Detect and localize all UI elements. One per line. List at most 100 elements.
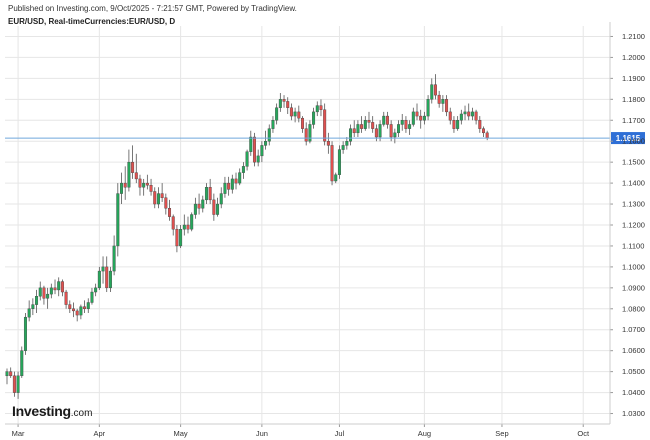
candle-up: [470, 111, 474, 117]
y-tick-label: 1.2100: [622, 32, 645, 41]
candle-down: [149, 184, 153, 192]
candle-down: [197, 203, 201, 209]
y-tick-label: 1.1800: [622, 95, 645, 104]
candle-down: [360, 124, 364, 129]
candle-down: [60, 281, 64, 293]
candle-up: [23, 316, 27, 351]
candle-down: [478, 120, 482, 129]
candle-down: [367, 120, 371, 123]
published-note: Published on Investing.com, 9/Oct/2025 -…: [8, 4, 297, 13]
candle-down: [153, 191, 157, 205]
y-tick-label: 1.1000: [622, 262, 645, 271]
symbol-title: EUR/USD, Real-timeCurrencies:EUR/USD, D: [8, 17, 176, 26]
candle-up: [230, 178, 234, 190]
candle-up: [241, 166, 245, 173]
candle-down: [53, 287, 57, 291]
candle-down: [171, 216, 175, 230]
candle-down: [134, 172, 138, 180]
candle-up: [216, 203, 220, 215]
candle-down: [9, 371, 13, 377]
candle-up: [57, 281, 61, 291]
candle-up: [459, 113, 463, 121]
candles: [5, 74, 489, 399]
candle-up: [219, 193, 223, 205]
x-tick-label: Aug: [418, 429, 431, 438]
candle-down: [12, 375, 16, 393]
candle-up: [249, 136, 253, 152]
candle-up: [245, 151, 249, 167]
candle-down: [326, 141, 330, 146]
candle-up: [238, 172, 242, 184]
candle-up: [400, 120, 404, 125]
candle-down: [467, 111, 471, 117]
logo-main-text: Investing: [12, 403, 71, 419]
candle-down: [175, 228, 179, 247]
candle-up: [271, 120, 275, 129]
candle-down: [482, 128, 485, 134]
candle-up: [382, 115, 386, 125]
candle-up: [35, 296, 39, 305]
y-tick-label: 1.1900: [622, 74, 645, 83]
y-tick-label: 1.1700: [622, 116, 645, 125]
candle-down: [164, 197, 168, 209]
candle-down: [42, 287, 46, 299]
candle-down: [385, 115, 389, 125]
candle-up: [127, 161, 131, 188]
current-price-label: 1.1615: [616, 134, 641, 143]
candle-down: [68, 304, 72, 309]
candle-up: [308, 124, 312, 142]
candle-up: [334, 174, 338, 182]
candle-down: [319, 105, 323, 110]
x-axis: Mar Apr May Jun Jul Aug Sep Oct: [5, 423, 610, 438]
y-tick-label: 1.1500: [622, 158, 645, 167]
candle-down: [252, 136, 256, 163]
candle-up: [97, 270, 101, 289]
candle-up: [101, 266, 105, 272]
candle-down: [404, 120, 408, 129]
candle-up: [46, 293, 50, 299]
candle-up: [349, 128, 353, 142]
candle-up: [156, 193, 160, 205]
candle-up: [426, 99, 430, 117]
x-tick-label: Jun: [256, 429, 268, 438]
candle-up: [275, 107, 279, 121]
candle-up: [463, 111, 467, 115]
candle-down: [485, 132, 489, 139]
candle-down: [208, 187, 212, 201]
candle-down: [452, 120, 456, 129]
investing-logo: Investing.com: [12, 403, 92, 421]
candle-down: [419, 115, 423, 121]
candle-down: [83, 306, 87, 309]
x-tick-label: Oct: [577, 429, 590, 438]
candle-down: [75, 310, 79, 316]
y-tick-label: 1.0600: [622, 346, 645, 355]
candle-down: [186, 224, 190, 230]
x-tick-label: May: [174, 429, 188, 438]
candle-up: [16, 375, 20, 393]
y-tick-label: 1.0300: [622, 409, 645, 418]
candle-down: [474, 111, 478, 121]
candle-down: [371, 122, 375, 129]
y-tick-label: 1.1200: [622, 221, 645, 230]
candle-down: [160, 193, 164, 198]
candle-down: [227, 182, 231, 190]
candle-up: [142, 182, 146, 188]
candle-up: [5, 371, 9, 377]
candle-up: [393, 132, 397, 138]
candle-down: [131, 161, 135, 173]
candle-up: [397, 124, 401, 134]
x-tick-label: Mar: [12, 429, 25, 438]
candle-down: [286, 101, 290, 108]
candle-up: [441, 99, 445, 104]
y-tick-label: 1.1600: [622, 137, 645, 146]
y-tick-label: 1.2000: [622, 53, 645, 62]
y-tick-label: 1.1100: [622, 241, 644, 250]
candle-down: [352, 128, 356, 134]
candle-up: [90, 291, 94, 303]
candle-down: [105, 266, 109, 289]
candle-up: [204, 187, 208, 201]
candle-up: [193, 203, 197, 215]
candle-up: [312, 111, 316, 125]
x-tick-label: Apr: [94, 429, 106, 438]
candle-up: [293, 111, 297, 117]
